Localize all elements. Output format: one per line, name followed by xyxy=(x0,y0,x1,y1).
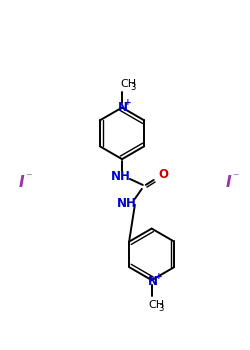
Text: NH: NH xyxy=(111,170,131,183)
Text: +: + xyxy=(124,98,132,107)
Text: CH: CH xyxy=(149,300,165,310)
Text: NH: NH xyxy=(117,197,137,210)
Text: I: I xyxy=(18,175,24,190)
Text: I: I xyxy=(226,175,232,190)
Text: O: O xyxy=(158,168,168,181)
Text: 3: 3 xyxy=(130,83,135,92)
Text: +: + xyxy=(155,272,162,281)
Text: 3: 3 xyxy=(158,304,164,314)
Text: N: N xyxy=(118,101,128,114)
Text: ⁻: ⁻ xyxy=(232,172,239,184)
Text: ⁻: ⁻ xyxy=(25,172,32,184)
Text: CH: CH xyxy=(120,79,136,89)
Text: N: N xyxy=(148,275,158,288)
